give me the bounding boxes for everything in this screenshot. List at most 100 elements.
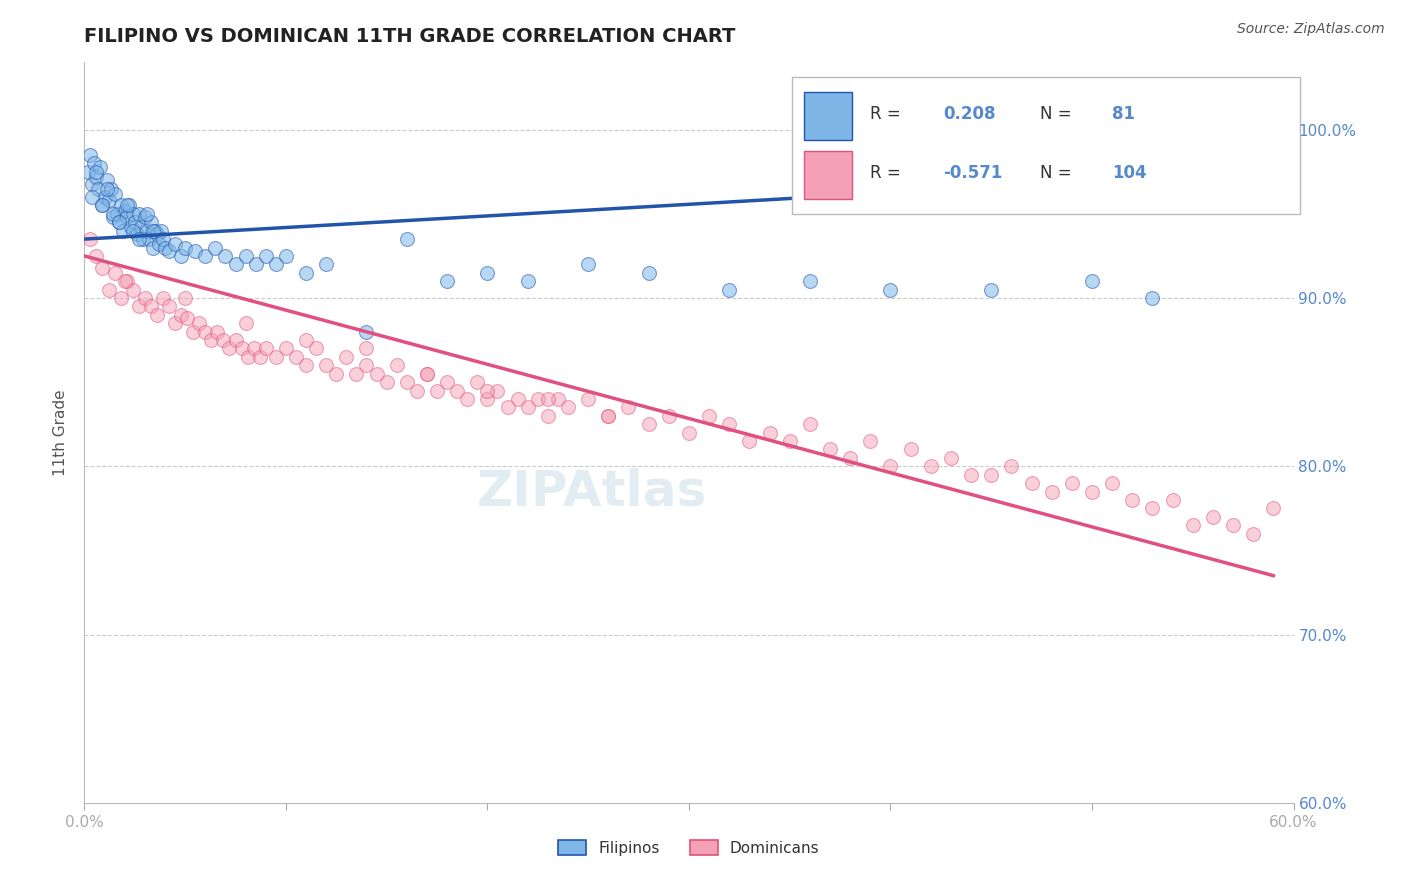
Point [576, 392, 599, 406]
Point [1202, 509, 1225, 524]
Point [79, 232, 101, 246]
Point [86, 169, 108, 184]
Point [467, 375, 489, 389]
Text: -0.571: -0.571 [943, 164, 1002, 183]
Point [527, 392, 550, 406]
Point [86, 249, 108, 263]
Point [157, 300, 180, 314]
Point [315, 359, 337, 373]
Point [176, 311, 198, 326]
Point [121, 224, 143, 238]
Point [125, 227, 148, 241]
Point [128, 300, 150, 314]
Point [89, 160, 111, 174]
Point [1021, 476, 1043, 491]
Point [395, 232, 418, 246]
Y-axis label: 11th Grade: 11th Grade [53, 389, 69, 476]
Point [111, 224, 134, 238]
Point [356, 359, 378, 373]
Point [477, 384, 499, 398]
Point [121, 283, 143, 297]
Point [537, 392, 560, 406]
Point [245, 257, 267, 271]
Point [174, 241, 197, 255]
Point [82, 177, 104, 191]
Point [207, 325, 229, 339]
Point [385, 359, 408, 373]
Point [104, 186, 127, 201]
Text: 81: 81 [1112, 105, 1135, 123]
Point [110, 291, 132, 305]
Point [93, 190, 115, 204]
Point [114, 203, 136, 218]
Point [148, 237, 170, 252]
Point [204, 241, 226, 255]
Point [516, 274, 538, 288]
Point [637, 266, 659, 280]
Point [960, 467, 983, 482]
Point [295, 333, 318, 347]
Point [235, 249, 257, 263]
Point [200, 333, 222, 347]
Point [249, 350, 271, 364]
Point [82, 190, 104, 204]
Point [77, 165, 100, 179]
Point [149, 224, 172, 238]
Point [477, 266, 499, 280]
Point [184, 244, 207, 258]
Point [285, 350, 308, 364]
Point [779, 434, 801, 448]
FancyBboxPatch shape [804, 152, 852, 200]
Point [799, 274, 821, 288]
Point [114, 274, 136, 288]
Point [1060, 476, 1083, 491]
Point [939, 450, 962, 465]
Point [406, 384, 429, 398]
Point [194, 249, 217, 263]
Point [1263, 501, 1285, 516]
FancyBboxPatch shape [792, 78, 1299, 214]
Point [446, 384, 468, 398]
Point [235, 316, 257, 330]
Point [980, 467, 1002, 482]
Point [129, 220, 152, 235]
Point [1181, 122, 1204, 136]
Point [152, 291, 174, 305]
Point [97, 194, 120, 208]
Point [900, 442, 922, 457]
Point [86, 165, 108, 179]
Point [356, 342, 378, 356]
Point [254, 249, 277, 263]
Point [165, 316, 187, 330]
Point [1081, 274, 1104, 288]
Point [738, 434, 761, 448]
Point [264, 350, 287, 364]
Point [496, 401, 519, 415]
Point [678, 425, 700, 440]
Text: N =: N = [1039, 164, 1077, 183]
Point [115, 198, 138, 212]
Text: ZIPAtlas: ZIPAtlas [477, 467, 707, 516]
Point [1181, 518, 1204, 533]
Point [96, 181, 118, 195]
Point [637, 417, 659, 432]
Point [96, 173, 118, 187]
Point [486, 384, 509, 398]
Point [212, 333, 235, 347]
Point [100, 181, 122, 195]
Point [101, 207, 124, 221]
Point [325, 367, 347, 381]
Point [1241, 526, 1264, 541]
Point [416, 367, 439, 381]
Point [547, 392, 569, 406]
Point [132, 232, 155, 246]
Point [79, 148, 101, 162]
Text: N =: N = [1039, 105, 1077, 123]
Point [143, 224, 166, 238]
Point [879, 283, 901, 297]
Point [115, 274, 138, 288]
Point [91, 198, 114, 212]
Point [105, 207, 128, 221]
Point [557, 401, 579, 415]
Point [818, 442, 841, 457]
